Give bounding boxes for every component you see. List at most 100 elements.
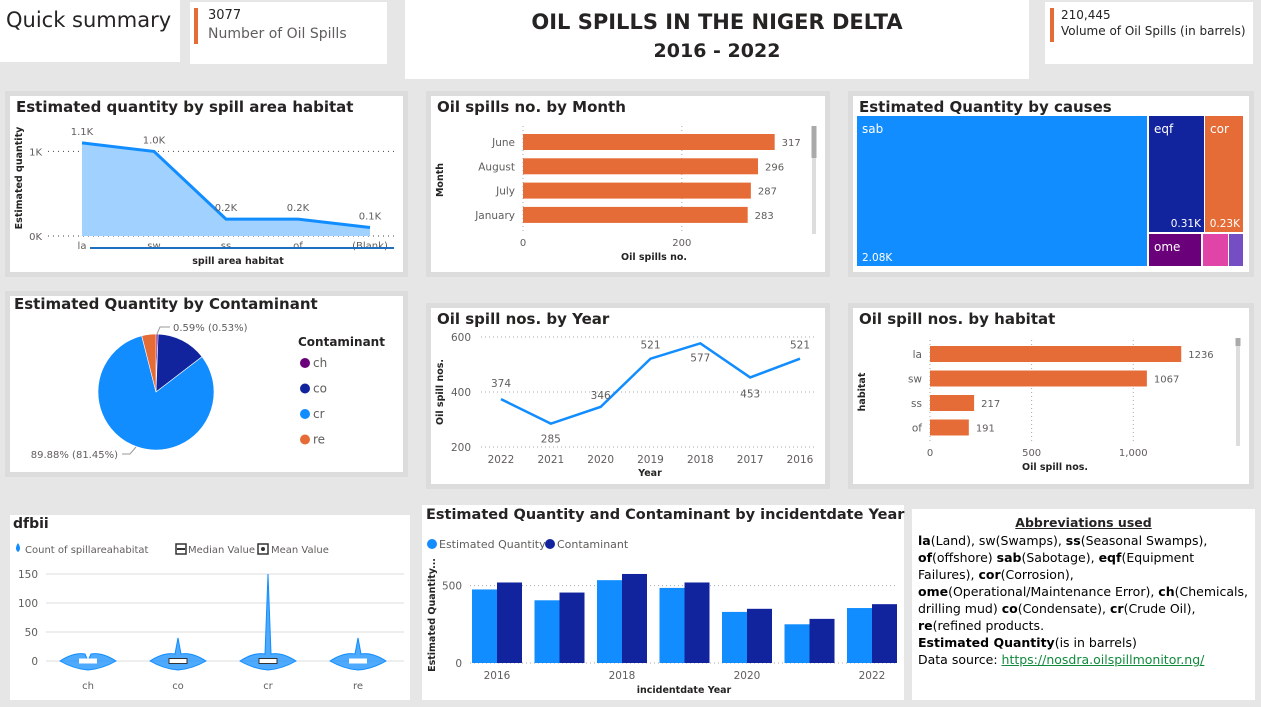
volume-card: 210,445 Volume of Oil Spills (in barrels… [1045,2,1253,64]
treemap-tile [857,116,1147,266]
x-tick-label: sw [147,241,160,252]
abbr-value: (Condensate), [1017,601,1110,616]
x-tick-label: 200 [672,238,691,249]
habitat-bar-chart-panel[interactable]: Oil spill nos. by habitat 0 500 1,000 1236 l… [853,308,1249,484]
bar [523,206,748,223]
data-source-link[interactable]: https://nosdra.oilspillmonitor.ng/ [1001,652,1205,667]
violin-shape [239,573,297,671]
bar [747,608,772,663]
data-label: 1.1K [71,127,94,138]
data-label: 285 [541,434,561,446]
spills-count-card: 3077 Number of Oil Spills [190,2,387,64]
y-tick-label: January [474,210,515,222]
abbr-value: (Corrosion), [1000,567,1074,582]
grouped-bar-chart-panel[interactable]: Estimated Quantity and Contaminant by in… [422,505,904,700]
series-line [500,341,801,425]
year-line-chart: 200 400 600 374 2022 285 2021 346 2020 521 2019 577… [435,332,816,479]
leader-line [122,446,137,455]
scrollbar-thumb [811,126,817,158]
chart-title: Estimated quantity by spill area habitat [16,98,354,116]
scrollbar-track [1236,338,1240,446]
abbreviations-panel: Abbreviations used la(Land), sw(Swamps),… [912,509,1255,700]
month-bar-chart: 0 200 317 June 296 August 287 July 283 January Oil… [435,126,817,263]
quick-summary-card: Quick summary [0,0,180,62]
bar [722,611,747,663]
data-label: 521 [790,340,810,352]
x-tick-label: 2016 [787,454,814,466]
y-tick-label: sw [908,374,922,386]
year-line-chart-panel[interactable]: Oil spill nos. by Year 200 400 600 374 2022 2… [431,308,825,484]
data-label: 217 [981,399,1000,410]
bar [472,589,497,663]
data-label: 346 [591,390,611,402]
legend-marker [300,409,310,419]
legend-label: cr [313,407,325,421]
legend-marker [300,358,310,368]
chart-title: dfbii [13,516,49,532]
abbreviations-title: Abbreviations used [1015,515,1152,530]
bar [523,158,759,175]
data-label: 521 [640,340,660,352]
contaminant-pie-chart: 0.59% (0.53%) 89.88% (81.45%) Contaminant c… [31,323,385,461]
legend-violin-icon [16,543,20,552]
x-tick-label: cr [263,681,273,692]
abbr-key: sab [996,550,1022,565]
contaminant-pie-panel[interactable]: Estimated Quantity by Contaminant 0.59% … [10,295,403,472]
abbr-key: la [918,533,931,548]
y-tick-label: 50 [25,627,38,639]
data-label: 0.59% (0.53%) [173,323,248,334]
causes-treemap-panel[interactable]: Estimated Quantity by causes sab 2.08K eqf… [853,96,1249,272]
kpi-accent-bar [1050,8,1054,42]
chart-title: Oil spill nos. by habitat [859,310,1056,328]
violin-shape [329,637,387,671]
data-source-label: Data source: [918,652,1002,667]
legend-mean-icon [261,547,265,551]
leader-line [156,326,170,335]
chart-title: Oil spill nos. by Year [437,310,610,328]
y-tick-label: 150 [18,569,38,581]
month-bar-chart-panel[interactable]: Oil spills no. by Month 0 200 317 June 296 Au… [431,96,825,272]
abbr-key: ome [918,584,949,599]
legend-median-icon [175,543,187,555]
abbr-value: (refined products. [932,618,1045,633]
legend-label: Mean Value [271,545,329,556]
y-tick-label: 0 [455,658,462,670]
bar [497,582,522,663]
y-tick-label: of [912,423,922,435]
kpi-accent-bar [194,8,198,44]
tile-value: 0.23K [1210,218,1241,230]
bar [523,134,775,150]
x-tick-label: 500 [1022,448,1041,459]
tile-label: cor [1210,122,1229,136]
violin-median-box [79,658,97,664]
habitat-bar-chart: 0 500 1,000 1236 la 1067 sw 217 ss 191 of Oil spill… [857,338,1241,473]
x-tick-label: 1,000 [1119,448,1148,459]
legend-label: Count of spillareahabitat [25,545,149,556]
quick-summary-title: Quick summary [6,8,172,32]
data-label: 1236 [1188,350,1213,361]
data-label: 374 [491,378,511,390]
x-tick-label: 2016 [484,670,511,682]
y-tick-label: 500 [442,581,462,593]
data-label: 287 [758,187,777,198]
bar [659,587,685,663]
x-tick-label: co [172,681,184,692]
bar [784,624,810,663]
y-tick-label: 1K [29,147,42,158]
habitat-area-chart-panel[interactable]: Estimated quantity by spill area habitat… [10,96,403,272]
bar [622,573,647,663]
x-tick-label: 2018 [687,454,714,466]
x-tick-label: 2020 [734,670,761,682]
scrollbar-thumb [1235,338,1241,346]
treemap-tile [1149,116,1204,232]
violin-chart: Count of spillareahabitat Median Value Mea… [16,543,404,692]
violin-chart-panel[interactable]: dfbii Count of spillareahabitat Median Va… [10,515,410,700]
x-axis-title: incidentdate Year [637,685,732,696]
x-tick-label: 2019 [637,454,664,466]
legend-label: re [313,433,325,447]
tile-label: eqf [1154,122,1174,136]
treemap-tile [1203,234,1228,266]
x-tick-label: of [293,241,303,252]
y-tick-label: 600 [451,332,471,344]
tile-label: sab [862,122,883,136]
